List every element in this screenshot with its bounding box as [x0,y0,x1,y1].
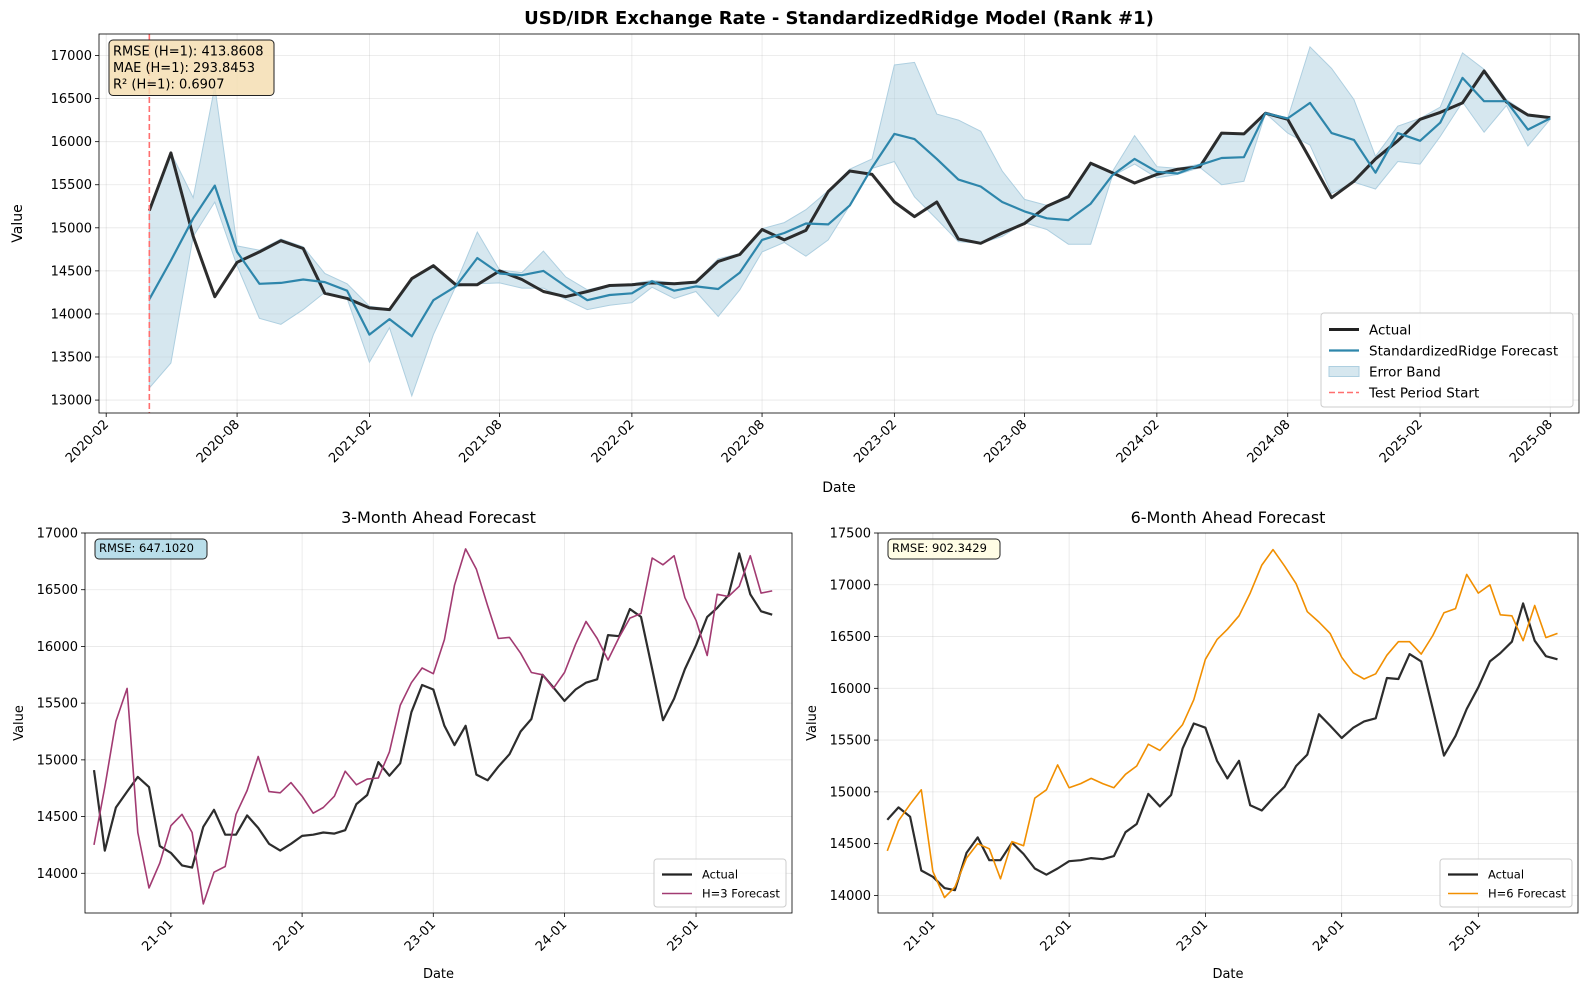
actual-line [92,552,773,869]
chart-title: USD/IDR Exchange Rate - StandardizedRidg… [524,8,1154,29]
y-tick-label: 16500 [51,92,92,107]
legend [1439,858,1573,908]
legend-label: Test Period Start [1368,385,1479,401]
metric-text: R² (H=1): 0.6907 [113,78,224,93]
y-tick-label: 17000 [37,527,78,542]
y-tick-label: 17000 [51,49,92,64]
x-tick-label: 24-01 [1310,917,1347,954]
y-tick-label: 15500 [37,697,78,712]
legend-label: StandardizedRidge Forecast [1369,343,1558,359]
y-tick-label: 16000 [830,682,871,697]
chart-1: 14000 14500 15000 15500 16000 16500 17000 21-01… [12,508,793,982]
x-tick-label: 24-01 [533,917,570,954]
metrics-box [94,538,208,560]
y-tick-label: 13000 [51,394,92,409]
x-tick-label: 2020-08 [194,417,243,466]
x-tick-label: 25-01 [1447,917,1484,954]
legend-label: Error Band [1369,364,1441,380]
actual-line [886,602,1558,892]
metrics-box [887,538,1001,560]
x-tick-label: 22-01 [1038,917,1075,954]
metric-text: MAE (H=1): 293.8453 [113,61,255,76]
legend-label: Actual [702,868,738,882]
x-tick-label: 2024-08 [1245,417,1294,466]
y-axis-label: Value [10,204,26,242]
grid [878,532,1578,913]
y-tick-label: 16000 [37,640,78,655]
chart-2: 14000 14500 15000 15500 16000 16500 17000 17500… [805,508,1579,982]
y-tick-label: 16500 [37,583,78,598]
metric-text: RMSE (H=1): 413.8608 [113,45,263,60]
x-axis-label: Date [423,967,454,982]
chart-title: 3-Month Ahead Forecast [341,508,536,527]
metrics-box [108,39,275,96]
metric-text: RMSE: 902.3429 [892,541,987,555]
y-tick-label: 14500 [37,810,78,825]
y-tick-label: 14000 [830,889,871,904]
legend-label: H=6 Forecast [1488,887,1566,901]
y-tick-label: 16000 [51,135,92,150]
x-tick-label: 23-01 [402,917,439,954]
chart-0: 13000 13500 14000 14500 15000 15500 16000 16500… [10,8,1580,496]
y-tick-label: 14500 [51,264,92,279]
legend-label: Actual [1369,322,1411,338]
y-tick-label: 15500 [830,734,871,749]
y-tick-label: 13500 [51,351,92,366]
x-tick-label: 2021-02 [326,417,375,466]
y-tick-label: 15000 [830,785,871,800]
legend-label: Actual [1488,868,1524,882]
y-tick-label: 14500 [830,837,871,852]
x-axis-label: Date [822,480,855,496]
y-tick-label: 14000 [37,867,78,882]
legend [653,858,787,908]
legend-label: H=3 Forecast [702,887,780,901]
chart-title: 6-Month Ahead Forecast [1131,508,1326,527]
x-tick-label: 2021-08 [456,417,505,466]
x-tick-label: 2022-08 [719,417,768,466]
y-tick-label: 15000 [51,221,92,236]
x-tick-label: 2023-02 [851,417,900,466]
x-tick-label: 25-01 [665,917,702,954]
x-tick-label: 22-01 [271,917,308,954]
legend-swatch [1328,366,1360,377]
x-tick-label: 2020-02 [63,417,112,466]
forecast-line [148,76,1551,338]
forecast-line [93,548,773,905]
grid [85,532,792,913]
y-tick-label: 15500 [51,178,92,193]
y-tick-label: 17500 [830,527,871,542]
y-tick-label: 15000 [37,753,78,768]
x-tick-label: 2025-08 [1507,417,1556,466]
y-tick-label: 14000 [51,307,92,322]
y-tick-label: 16500 [830,630,871,645]
y-axis-label: Value [805,705,820,741]
x-axis-label: Date [1212,967,1243,982]
legend [1320,312,1574,408]
x-tick-label: 2024-02 [1114,417,1163,466]
y-axis-label: Value [12,705,27,741]
x-tick-label: 2022-02 [589,417,638,466]
x-tick-label: 2023-08 [981,417,1030,466]
forecast-line [886,548,1558,899]
x-tick-label: 21-01 [901,917,938,954]
plot-frame [84,532,793,914]
plot-frame [877,532,1579,914]
plot-frame [98,33,1580,414]
y-tick-label: 17000 [830,578,871,593]
x-tick-label: 2025-02 [1377,417,1426,466]
actual-line [147,69,1551,312]
x-tick-label: 23-01 [1174,917,1211,954]
metric-text: RMSE: 647.1020 [99,541,194,555]
x-tick-label: 21-01 [139,917,176,954]
